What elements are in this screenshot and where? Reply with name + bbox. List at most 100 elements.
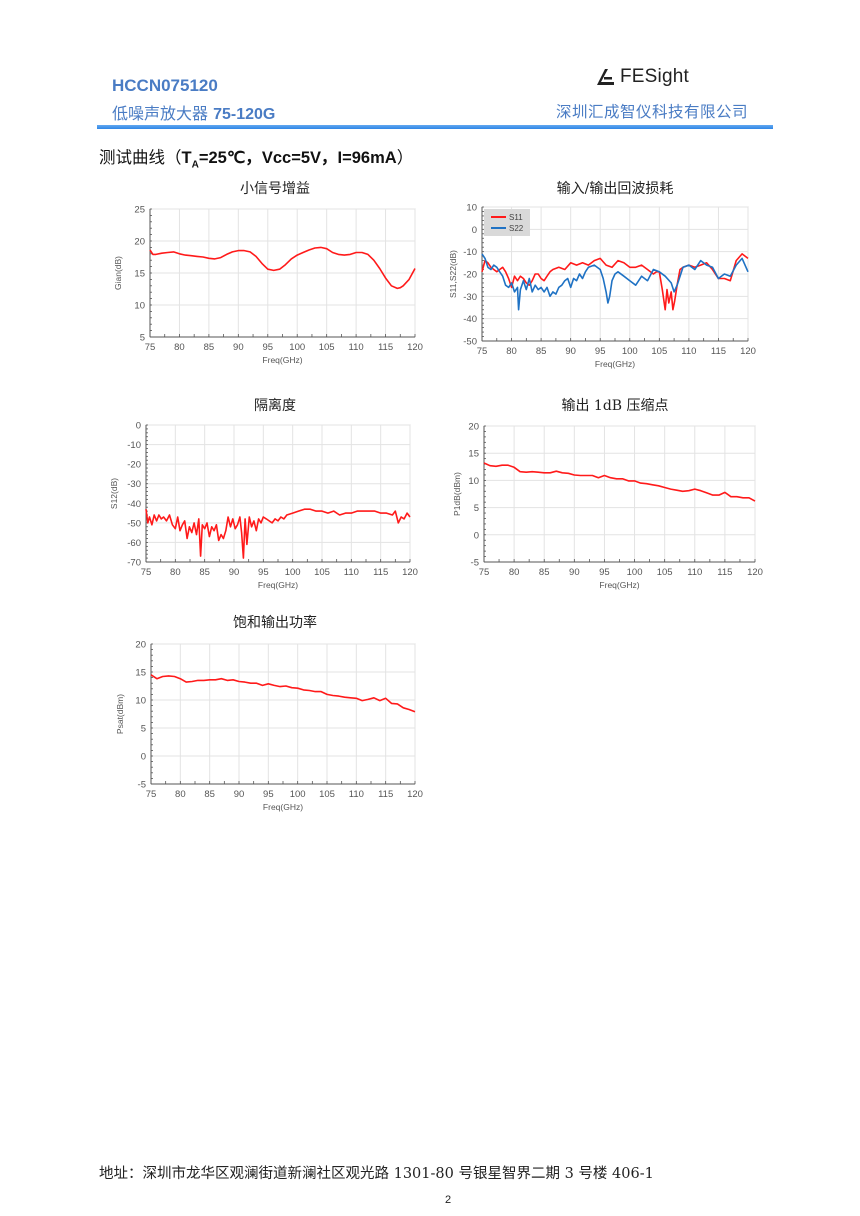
y-tick-label: 15: [468, 449, 479, 460]
y-tick-label: 15: [134, 269, 145, 280]
x-tick-label: 115: [711, 346, 726, 357]
x-tick-label: 110: [681, 346, 696, 357]
series-line-s22: [481, 253, 749, 311]
x-tick-label: 75: [145, 342, 156, 353]
x-tick-label: 115: [378, 342, 393, 353]
x-tick-label: 85: [536, 346, 547, 357]
y-tick-label: -40: [463, 314, 477, 325]
y-tick-label: -5: [471, 558, 479, 569]
y-tick-label: 5: [140, 333, 145, 344]
y-tick-label: -20: [127, 460, 141, 471]
x-tick-label: 105: [657, 567, 673, 578]
section-title: 测试曲线（TA=25℃，Vcc=5V，I=96mA）: [99, 144, 413, 170]
ta-symbol: T: [181, 149, 192, 167]
legend-label: S11: [509, 213, 523, 222]
chart-p1db: 75 80 85 90 95 100 105 110 115 120 -5 0 5 10 15 20 Freq(…: [452, 422, 763, 591]
x-tick-label: 95: [258, 567, 269, 578]
series-line-gain: [149, 246, 416, 290]
plot-area: [150, 643, 416, 785]
x-tick-label: 80: [170, 567, 181, 578]
chart-title-psat: 饱和输出功率: [233, 615, 317, 631]
x-tick-label: 90: [229, 567, 240, 578]
x-tick-label: 95: [599, 567, 610, 578]
x-tick-label: 95: [595, 346, 606, 357]
y-tick-label: 0: [474, 530, 479, 541]
x-tick-label: 100: [290, 789, 306, 800]
x-axis-label: Freq(GHz): [262, 355, 302, 365]
x-tick-label: 80: [175, 789, 186, 800]
x-tick-label: 120: [407, 342, 423, 353]
chart-title-isolation: 隔离度: [254, 398, 296, 414]
y-axis-label: Psat(dBm): [115, 694, 125, 734]
logo-mark-icon: [597, 69, 614, 85]
x-axis-label: Freq(GHz): [258, 580, 298, 590]
condition-ta: TA=25℃，Vcc=5V，I=96mA: [181, 149, 397, 171]
y-tick-label: -20: [463, 270, 477, 281]
y-tick-label: 10: [466, 203, 477, 214]
x-tick-label: 110: [687, 567, 702, 578]
company-logo: FESight: [596, 66, 689, 88]
y-tick-label: 25: [134, 205, 145, 216]
x-axis-label: Freq(GHz): [595, 359, 635, 369]
x-tick-label: 85: [204, 342, 215, 353]
y-tick-label: -60: [127, 538, 141, 549]
y-tick-label: -50: [463, 337, 477, 348]
y-axis-label: S11,S22(dB): [448, 250, 458, 298]
y-axis-label: S12(dB): [109, 478, 119, 509]
y-tick-label: 0: [472, 225, 477, 236]
x-tick-label: 120: [747, 567, 763, 578]
chart-title-p1db: 输出 1dB 压缩点: [561, 398, 669, 414]
conditions-text: =25℃，Vcc=5V，I=96mA: [198, 149, 397, 167]
y-tick-label: 5: [141, 724, 146, 735]
y-tick-label: -30: [463, 292, 477, 303]
series-line-psat: [150, 674, 416, 713]
company-name: 深圳汇成智仪科技有限公司: [556, 103, 749, 121]
y-tick-label: -10: [127, 440, 141, 451]
x-tick-label: 85: [539, 567, 550, 578]
y-tick-label: -30: [127, 479, 141, 490]
x-tick-label: 110: [349, 342, 364, 353]
section-title-text: 测试曲线（: [99, 148, 182, 167]
x-tick-label: 105: [314, 567, 330, 578]
x-tick-label: 90: [565, 346, 576, 357]
product-title: 低噪声放大器 75-120G: [112, 100, 275, 124]
y-tick-label: -70: [127, 558, 141, 569]
x-tick-label: 120: [407, 789, 423, 800]
y-axis-label: Gian(dB): [113, 256, 123, 290]
y-tick-label: -5: [138, 780, 146, 791]
y-tick-label: 0: [141, 752, 146, 763]
chart-title-return-loss: 输入/输出回波损耗: [556, 181, 674, 197]
x-tick-label: 105: [319, 789, 335, 800]
x-tick-label: 100: [285, 567, 301, 578]
page-number: 2: [444, 1194, 452, 1206]
footer-address: 地址：深圳市龙华区观澜街道新澜社区观光路 1301-80 号银星智界二期 3 号…: [99, 1166, 654, 1182]
x-tick-label: 100: [289, 342, 305, 353]
x-tick-label: 120: [402, 567, 418, 578]
y-tick-label: 10: [468, 476, 479, 487]
x-tick-label: 80: [506, 346, 517, 357]
ta-subscript: A: [191, 159, 199, 171]
chart-isolation: 75 80 85 90 95 100 105 110 115 120 -70 -60 -50 -40 -30…: [109, 421, 418, 591]
y-axis-label: P1dB(dBm): [452, 472, 462, 516]
x-tick-label: 95: [262, 342, 273, 353]
x-axis-label: Freq(GHz): [599, 580, 639, 590]
x-tick-label: 75: [479, 567, 490, 578]
legend-label: S22: [509, 224, 524, 233]
y-tick-label: -10: [463, 247, 477, 258]
y-tick-label: 10: [135, 696, 146, 707]
x-tick-label: 80: [509, 567, 520, 578]
x-tick-label: 115: [717, 567, 732, 578]
chart-psat: 75 80 85 90 95 100 105 110 115 120 -5 0 5 10 15 20 Freq(…: [115, 640, 423, 813]
y-tick-label: 20: [135, 640, 146, 651]
x-tick-label: 100: [627, 567, 643, 578]
x-tick-label: 115: [373, 567, 388, 578]
x-tick-label: 85: [199, 567, 210, 578]
header-divider: [97, 125, 773, 129]
x-tick-label: 95: [263, 789, 274, 800]
y-tick-label: 20: [134, 237, 145, 248]
plot-area: [483, 425, 756, 563]
series-line-s12: [145, 508, 411, 559]
x-tick-label: 90: [233, 342, 244, 353]
x-tick-label: 90: [234, 789, 245, 800]
